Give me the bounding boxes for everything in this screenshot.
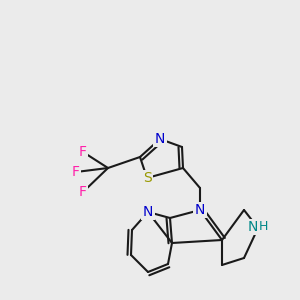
Text: F: F	[79, 185, 87, 199]
Text: N: N	[195, 203, 205, 217]
Text: N: N	[248, 220, 258, 234]
Text: F: F	[72, 165, 80, 179]
Text: N: N	[155, 132, 165, 146]
Text: S: S	[142, 171, 152, 185]
Text: H: H	[259, 220, 268, 233]
Text: N: N	[143, 205, 153, 219]
Text: F: F	[79, 145, 87, 159]
